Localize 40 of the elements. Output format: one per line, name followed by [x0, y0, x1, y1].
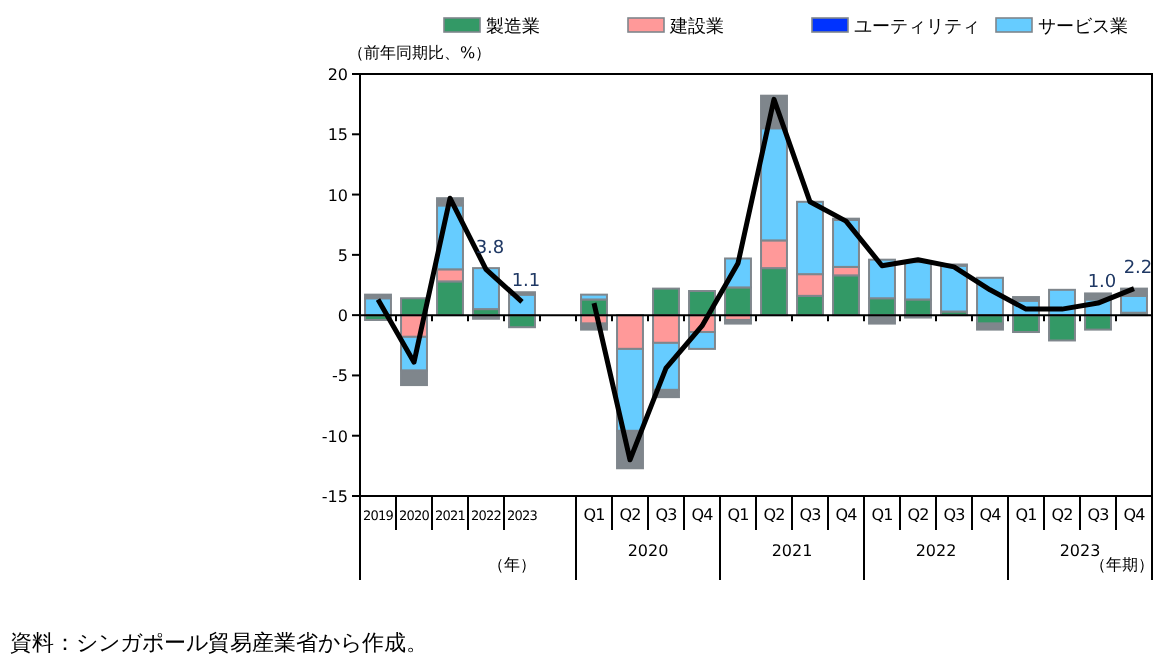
x-tick-label: Q2 [1051, 506, 1074, 524]
data-label: 3.8 [475, 239, 505, 260]
x-tick-label: Q4 [1123, 506, 1146, 524]
x-tick-label: Q2 [907, 506, 930, 524]
text: （年期） [1090, 556, 1154, 574]
y-tick-label: 0 [337, 307, 348, 326]
x-tick-label: Q2 [763, 506, 786, 524]
x-tick-label: Q2 [619, 506, 642, 524]
legend-label: サービス業 [1038, 16, 1128, 38]
x-tick-label: Q4 [835, 506, 858, 524]
y-tick-label: -15 [321, 488, 348, 506]
x-tick-label: Q1 [727, 506, 750, 524]
y-tick-label: 5 [337, 246, 348, 265]
y-tick-label: 20 [327, 66, 348, 84]
y-tick-label: 15 [327, 126, 348, 145]
x-tick-label: Q1 [583, 506, 606, 524]
y-axis-title: （前年同期比、%） [348, 44, 492, 62]
y-tick-label: 10 [327, 186, 348, 205]
x-tick-label: Q4 [691, 506, 714, 524]
text: 2021 [771, 542, 813, 560]
x-tick-label: Q3 [1087, 506, 1110, 524]
text: 資料：シンガポール貿易産業省から作成。 [10, 630, 428, 656]
legend-label: 建設業 [668, 16, 724, 38]
x-tick-label: Q3 [799, 506, 822, 524]
y-tick-label: -10 [321, 427, 348, 446]
text: 2023 [1059, 542, 1101, 560]
legend-label: 製造業 [486, 16, 540, 38]
text: 2020 [627, 542, 669, 560]
x-tick-label: Q1 [871, 506, 894, 524]
text: 2022 [915, 542, 957, 560]
x-tick-label: Q1 [1015, 506, 1038, 524]
data-label: 2.2 [1123, 258, 1153, 279]
x-tick-label: Q4 [979, 506, 1002, 524]
data-label: 1.0 [1087, 273, 1117, 294]
data-label: 1.1 [511, 271, 541, 292]
text: （年） [488, 556, 536, 574]
legend-label: ユーティリティ [854, 18, 980, 38]
x-tick-label: Q3 [655, 506, 678, 524]
x-tick-label: Q3 [943, 506, 966, 524]
y-tick-label: -5 [332, 367, 348, 386]
